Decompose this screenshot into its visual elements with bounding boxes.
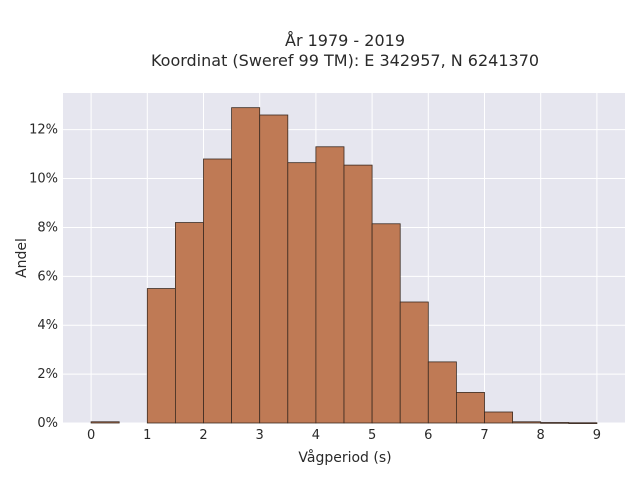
histogram-bar	[540, 422, 570, 424]
histogram-bar	[371, 223, 401, 424]
y-tick-label: 4%	[37, 318, 58, 333]
y-tick-label: 0%	[37, 416, 58, 431]
histogram-bar	[568, 422, 598, 424]
x-tick-label: 4	[312, 428, 320, 443]
histogram-bar	[203, 158, 233, 424]
y-tick-label: 6%	[37, 269, 58, 284]
x-tick-label: 1	[143, 428, 151, 443]
y-tick-label: 10%	[29, 172, 58, 187]
chart-title-line-1: År 1979 - 2019	[285, 31, 405, 50]
x-tick-label: 2	[199, 428, 207, 443]
histogram-bar	[231, 107, 261, 424]
histogram-bar	[512, 421, 542, 424]
y-axis-ticks: 0% 2% 4% 6% 8% 10% 12%	[29, 123, 58, 431]
histogram-bar	[259, 114, 289, 424]
x-tick-label: 6	[424, 428, 432, 443]
x-tick-label: 3	[256, 428, 264, 443]
histogram-bar	[343, 164, 373, 424]
y-tick-label: 2%	[37, 367, 58, 382]
histogram-bar	[427, 361, 457, 424]
histogram-bar	[174, 222, 204, 424]
chart-title-line-2: Koordinat (Sweref 99 TM): E 342957, N 62…	[151, 51, 539, 70]
x-tick-label: 7	[480, 428, 488, 443]
y-axis-label: Andel	[14, 238, 30, 278]
bars	[90, 107, 598, 424]
x-tick-label: 8	[537, 428, 545, 443]
histogram-bar	[455, 392, 485, 424]
histogram-bar	[399, 301, 429, 424]
histogram-bar	[315, 146, 345, 424]
x-axis-ticks: 0 1 2 3 4 5 6 7 8 9	[87, 428, 601, 443]
histogram-bar	[287, 162, 317, 424]
histogram-bar	[484, 411, 514, 424]
x-tick-label: 0	[87, 428, 95, 443]
histogram-bar	[90, 421, 120, 424]
y-tick-label: 12%	[29, 123, 58, 138]
x-tick-label: 9	[593, 428, 601, 443]
histogram-bar	[146, 288, 176, 424]
x-axis-label: Vågperiod (s)	[298, 449, 391, 466]
x-tick-label: 5	[368, 428, 376, 443]
y-tick-label: 8%	[37, 220, 58, 235]
